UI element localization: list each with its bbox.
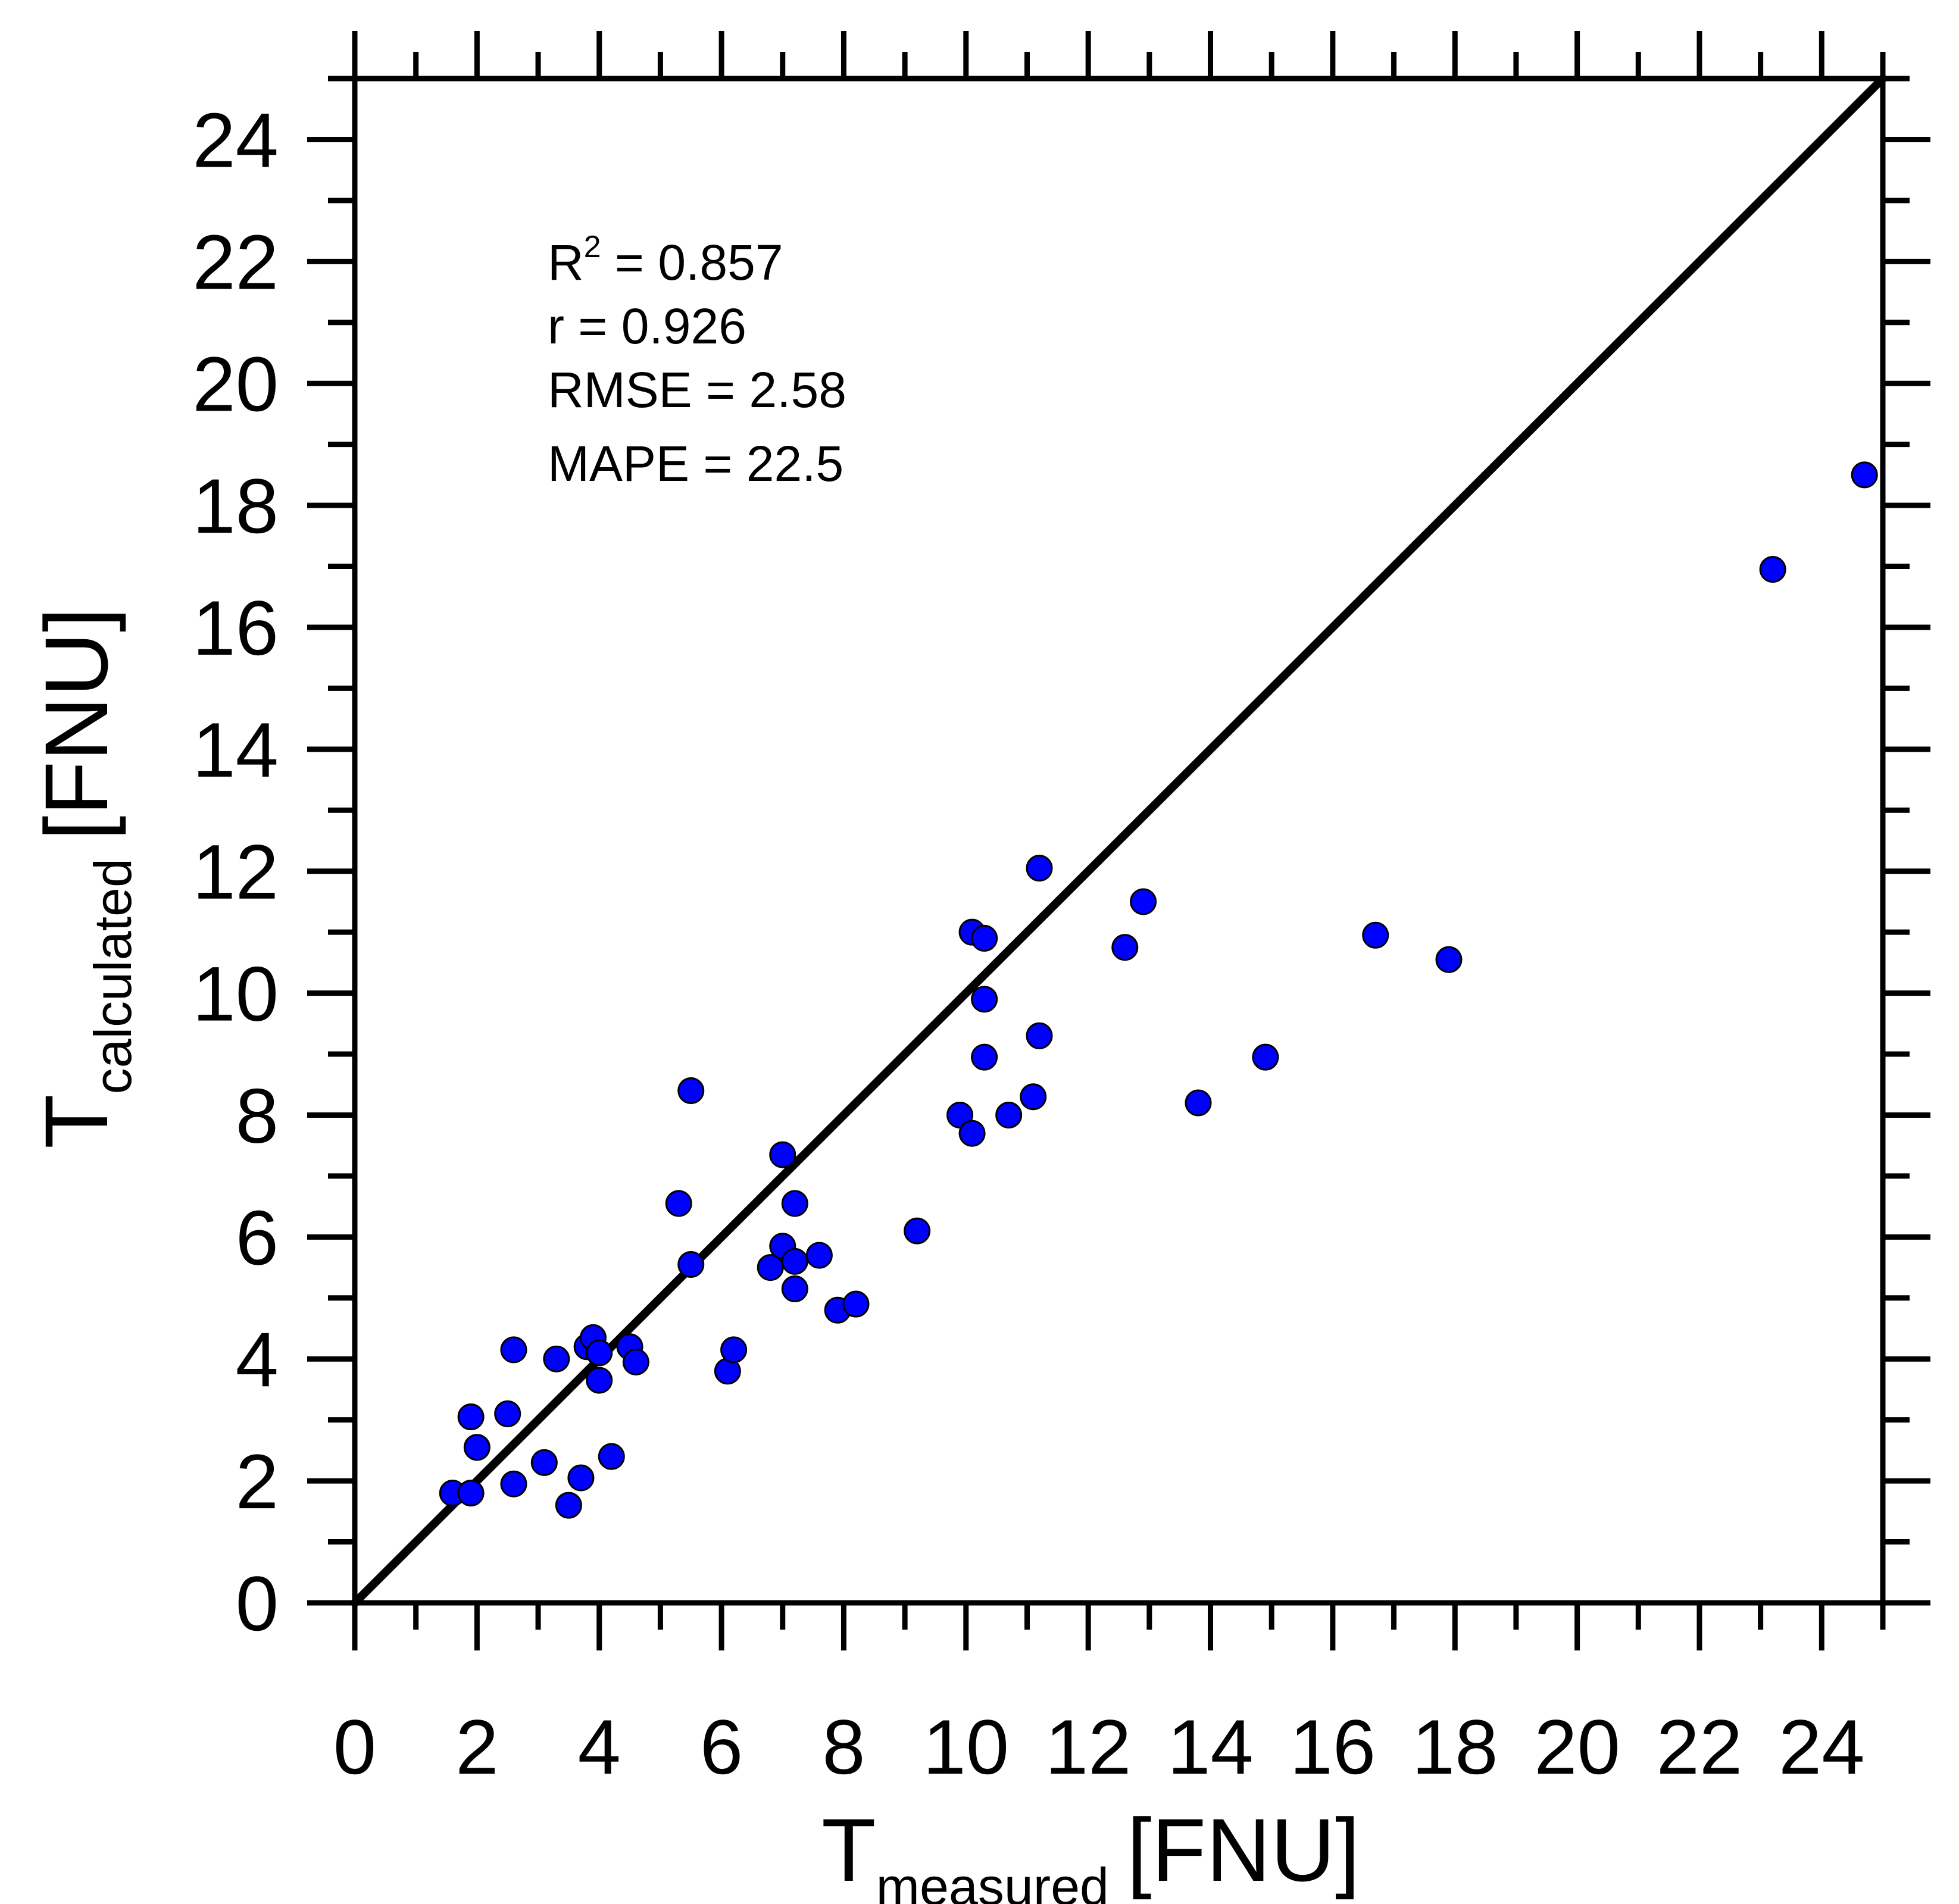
data-point bbox=[1759, 556, 1786, 583]
x-tick-label: 12 bbox=[1045, 1703, 1132, 1790]
x-tick-label: 20 bbox=[1534, 1703, 1620, 1790]
y-tick-label: 24 bbox=[192, 96, 279, 183]
data-point bbox=[530, 1449, 558, 1476]
data-point bbox=[1130, 888, 1157, 915]
x-tick-label: 6 bbox=[700, 1703, 743, 1790]
data-point bbox=[677, 1250, 705, 1278]
data-point bbox=[1026, 855, 1053, 882]
data-point bbox=[805, 1242, 833, 1269]
data-point bbox=[781, 1275, 808, 1302]
data-point bbox=[1252, 1043, 1279, 1071]
pearson-r-label: r = 0.926 bbox=[548, 298, 746, 354]
data-point bbox=[1362, 921, 1389, 949]
r-squared-label: R2 = 0.857 bbox=[548, 230, 783, 290]
data-point bbox=[995, 1101, 1023, 1128]
y-tick-label: 0 bbox=[236, 1560, 279, 1647]
data-point bbox=[1026, 1022, 1053, 1049]
data-points bbox=[439, 461, 1878, 1519]
x-tick-label: 8 bbox=[822, 1703, 865, 1790]
rmse-label: RMSE = 2.58 bbox=[548, 362, 846, 418]
y-tick-label: 10 bbox=[192, 951, 279, 1037]
y-tick-label: 2 bbox=[236, 1438, 279, 1525]
data-point bbox=[781, 1248, 808, 1275]
data-point bbox=[1111, 934, 1139, 961]
data-point bbox=[457, 1480, 485, 1507]
data-point bbox=[665, 1190, 692, 1217]
data-point bbox=[971, 1043, 998, 1071]
mape-label: MAPE = 22.5 bbox=[548, 436, 843, 492]
data-point bbox=[904, 1217, 931, 1245]
data-point bbox=[769, 1141, 796, 1168]
data-point bbox=[500, 1470, 527, 1497]
y-tick-label: 4 bbox=[236, 1316, 279, 1403]
x-tick-label: 10 bbox=[923, 1703, 1009, 1790]
data-point bbox=[1020, 1083, 1047, 1111]
x-tick-label: 0 bbox=[333, 1703, 376, 1790]
y-tick-label: 16 bbox=[192, 584, 279, 671]
y-tick-label: 18 bbox=[192, 462, 279, 549]
x-tick-label: 22 bbox=[1657, 1703, 1743, 1790]
y-tick-label: 12 bbox=[192, 828, 279, 915]
data-point bbox=[555, 1492, 582, 1519]
x-axis-title: Tmeasured [FNU] bbox=[821, 1800, 1360, 1904]
y-tick-label: 8 bbox=[236, 1072, 279, 1159]
y-tick-label: 14 bbox=[192, 706, 279, 793]
data-point bbox=[971, 986, 998, 1013]
axis-tick-labels: 0 2 4 6 8 10 12 14 16 18 20 22 240246810121416182022… bbox=[192, 96, 1864, 1790]
data-point bbox=[958, 1120, 986, 1147]
data-point bbox=[586, 1339, 613, 1367]
x-tick-label: 14 bbox=[1167, 1703, 1254, 1790]
y-tick-label: 6 bbox=[236, 1194, 279, 1281]
data-point bbox=[457, 1403, 485, 1431]
data-point bbox=[720, 1336, 748, 1364]
data-point bbox=[1435, 946, 1463, 973]
data-point bbox=[543, 1345, 570, 1372]
data-point bbox=[1185, 1089, 1212, 1117]
y-tick-label: 20 bbox=[192, 340, 279, 427]
axis-ticks bbox=[307, 31, 1930, 1650]
data-point bbox=[567, 1464, 595, 1492]
data-point bbox=[781, 1190, 808, 1217]
y-tick-label: 22 bbox=[192, 218, 279, 305]
x-tick-label: 4 bbox=[578, 1703, 621, 1790]
data-point bbox=[1851, 461, 1878, 489]
plot-frame bbox=[352, 76, 1886, 1606]
x-tick-label: 24 bbox=[1779, 1703, 1865, 1790]
data-point bbox=[463, 1434, 490, 1461]
data-point bbox=[757, 1254, 784, 1281]
data-point bbox=[946, 1101, 974, 1128]
x-tick-label: 2 bbox=[455, 1703, 498, 1790]
x-tick-label: 18 bbox=[1412, 1703, 1498, 1790]
data-point bbox=[500, 1336, 527, 1364]
data-point bbox=[586, 1367, 613, 1394]
data-point bbox=[598, 1443, 625, 1470]
data-point bbox=[677, 1077, 705, 1105]
data-point bbox=[971, 924, 998, 952]
y-axis-title: Tcalculated[FNU] bbox=[26, 607, 142, 1149]
x-tick-label: 16 bbox=[1290, 1703, 1376, 1790]
data-point bbox=[494, 1400, 521, 1427]
data-point bbox=[842, 1290, 870, 1318]
statistics-annotation: R2 = 0.857 r = 0.926 RMSE = 2.58 MAPE = … bbox=[548, 230, 846, 492]
data-point bbox=[622, 1348, 649, 1375]
